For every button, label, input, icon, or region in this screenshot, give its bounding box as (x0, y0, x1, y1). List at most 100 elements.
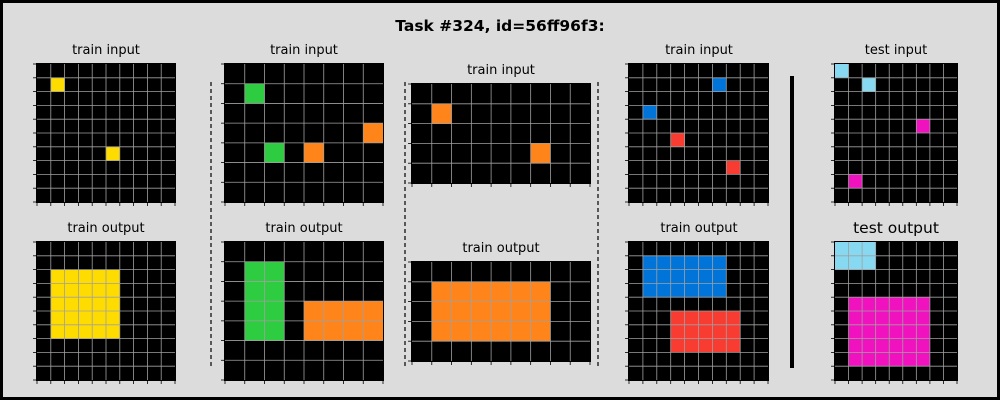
grid-cell (78, 297, 93, 311)
grid-cell (530, 321, 551, 342)
grid-cell (670, 283, 685, 298)
grid-cell (264, 301, 285, 321)
grid-cell (835, 255, 849, 270)
grid-cell (451, 281, 472, 302)
grid-cell (304, 320, 324, 341)
grid-cell (670, 269, 685, 284)
grid-cell (50, 283, 65, 298)
grid-cell (848, 297, 863, 311)
train-input-grid-3 (408, 83, 591, 187)
grid-cell (78, 283, 93, 298)
grid-cell (78, 269, 93, 284)
grid-cell (902, 297, 917, 311)
grid-cell (64, 324, 79, 339)
grid-cell (106, 146, 120, 161)
grid-cell (698, 255, 713, 270)
grid-cell (64, 269, 79, 284)
grid-cell (889, 297, 903, 311)
grid-cell (92, 311, 106, 325)
train-input-label-3: train input (467, 63, 535, 78)
grid-cell (902, 352, 917, 367)
grid-cell (862, 338, 876, 353)
grid-cell (64, 283, 79, 298)
grid-cell (92, 297, 106, 311)
train-output-grid-3 (408, 261, 591, 365)
grid-cell (656, 269, 671, 284)
grid-cell (875, 311, 890, 325)
grid-cell (471, 281, 492, 302)
grid-cell (684, 311, 699, 325)
grid-cell (889, 338, 903, 353)
grid-cell (712, 77, 727, 92)
grid-cell (106, 269, 120, 284)
grid-cell (510, 301, 531, 322)
grid-cell (670, 255, 685, 270)
grid-cell (244, 320, 265, 341)
grid-cell (78, 324, 93, 339)
grid-cell (875, 324, 890, 339)
test-input-grid (831, 63, 958, 206)
grid-cell (835, 242, 849, 256)
train-input-grid-2 (221, 63, 384, 206)
grid-cell (875, 352, 890, 367)
train-output-label-4: train output (660, 221, 738, 236)
grid-cell (684, 283, 699, 298)
grid-cell (304, 142, 324, 163)
grid-cell (726, 338, 741, 353)
grid-cell (451, 301, 472, 322)
grid-cell (656, 255, 671, 270)
grid-cell (642, 255, 657, 270)
grid-cell (431, 301, 452, 322)
grid-cell (244, 301, 265, 321)
train-output-grid-1 (33, 241, 176, 384)
grid-cell (50, 324, 65, 339)
grid-cell (670, 338, 685, 353)
test-input-label: test input (864, 43, 928, 58)
grid-cell (670, 133, 685, 147)
grid-cell (862, 311, 876, 325)
grid-cell (642, 105, 657, 120)
grid-cell (491, 281, 511, 302)
grid-cell (106, 324, 120, 339)
grid-cell (916, 311, 930, 325)
grid-cell (726, 311, 741, 325)
grid-cell (712, 324, 727, 339)
train-input-grid-4 (625, 63, 769, 206)
grid-cell (698, 269, 713, 284)
grid-cell (363, 123, 383, 143)
grid-cell (889, 352, 903, 367)
grid-cell (50, 77, 65, 92)
grid-cell (642, 283, 657, 298)
grid-cell (848, 338, 863, 353)
grid-cell (684, 255, 699, 270)
grid-cell (916, 297, 930, 311)
grid-cell (106, 297, 120, 311)
grid-cell (106, 311, 120, 325)
test-output-label: test output (853, 219, 939, 237)
grid-cell (712, 269, 727, 284)
grid-cell (712, 311, 727, 325)
grid-cell (106, 283, 120, 298)
grid-cell (902, 311, 917, 325)
grid-cell (712, 255, 727, 270)
grid-cell (684, 324, 699, 339)
grid-cell (889, 324, 903, 339)
figure-title: Task #324, id=56ff96f3: (395, 17, 605, 35)
grid-cell (264, 142, 285, 163)
grid-cell (304, 301, 324, 321)
grid-cell (642, 269, 657, 284)
train-input-label-1: train input (72, 43, 140, 58)
grid-cell (64, 297, 79, 311)
grid-cell (50, 297, 65, 311)
grid-cell (862, 77, 876, 92)
grid-cell (848, 242, 863, 256)
grid-cell (50, 269, 65, 284)
grid-cell (902, 324, 917, 339)
grid-cell (64, 311, 79, 325)
grid-cell (78, 311, 93, 325)
grid-cell (835, 64, 849, 78)
grid-cell (902, 338, 917, 353)
grid-cell (451, 321, 472, 342)
grid-cell (726, 160, 741, 175)
